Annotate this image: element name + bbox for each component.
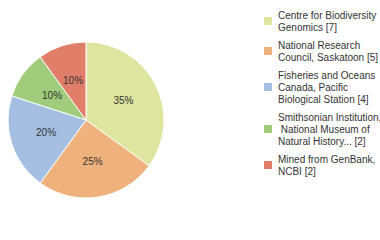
svg-text:Fisheries and Oceans: Fisheries and Oceans — [278, 70, 378, 81]
svg-text:35%: 35% — [113, 95, 133, 106]
svg-text:Centre for Biodiversity: Centre for Biodiversity — [278, 10, 379, 21]
svg-text:20%: 20% — [36, 127, 56, 138]
svg-text:National Research: National Research — [278, 40, 363, 51]
svg-text:Canada, Pacific: Canada, Pacific — [278, 82, 351, 93]
svg-text:Natural History... [2]: Natural History... [2] — [278, 136, 366, 147]
svg-text:Genomics [7]: Genomics [7] — [278, 22, 337, 33]
svg-text:National Museum of: National Museum of — [278, 124, 373, 135]
svg-text:Biological Station [4]: Biological Station [4] — [278, 94, 369, 105]
svg-text:Smithsonian Institution,: Smithsonian Institution, — [278, 112, 380, 123]
svg-text:25%: 25% — [83, 156, 103, 167]
svg-text:NCBI [2]: NCBI [2] — [278, 166, 316, 177]
svg-text:Mined from GenBank,: Mined from GenBank, — [278, 154, 378, 165]
svg-text:Council, Saskatoon [5]: Council, Saskatoon [5] — [278, 52, 378, 63]
svg-text:10%: 10% — [63, 75, 83, 86]
svg-text:10%: 10% — [42, 90, 62, 101]
